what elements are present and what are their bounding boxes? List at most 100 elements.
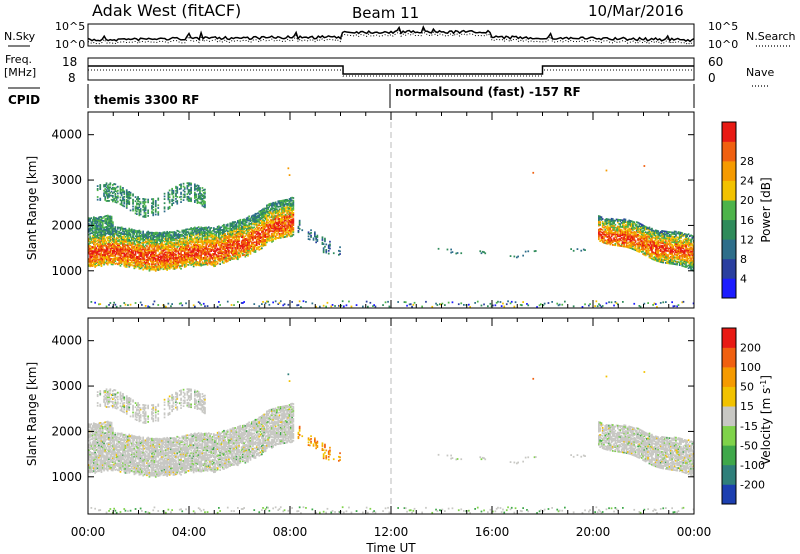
power-cell — [109, 260, 112, 263]
power-cell — [103, 226, 105, 229]
power-cell — [108, 237, 110, 240]
power-cell — [183, 188, 186, 190]
power-cell — [108, 195, 110, 198]
power-cell — [292, 212, 295, 214]
power-cell — [254, 215, 257, 218]
power-cell — [235, 231, 238, 234]
power-cell — [132, 262, 134, 264]
power-cell — [221, 234, 224, 237]
power-cell — [644, 243, 647, 246]
power-cell — [223, 241, 225, 244]
power-cell — [259, 239, 262, 242]
power-cell — [267, 234, 269, 236]
power-cell — [205, 233, 208, 236]
power-cell — [113, 227, 115, 230]
power-cell — [292, 209, 295, 212]
power-cell — [253, 245, 256, 248]
power-cell — [629, 220, 632, 222]
power-cell — [197, 186, 200, 189]
power-cell — [281, 234, 283, 236]
power-cell — [231, 256, 234, 259]
power-cell — [88, 217, 90, 220]
power-cell — [127, 199, 129, 202]
power-cell — [154, 260, 157, 263]
power-cell — [190, 235, 192, 238]
power-cell — [250, 234, 253, 237]
power-cell — [292, 214, 295, 217]
power-cell — [191, 232, 194, 234]
power-cell — [210, 227, 213, 229]
power-cell — [205, 240, 208, 242]
power-cell — [268, 220, 271, 223]
power-cell — [104, 226, 107, 229]
power-cell — [614, 244, 617, 247]
power-cell — [257, 227, 259, 230]
power-cell — [94, 256, 96, 259]
power-cell — [647, 251, 649, 254]
power-cell — [152, 199, 155, 202]
power-cell — [601, 238, 604, 241]
power-cell — [276, 228, 278, 231]
power-cell — [108, 240, 110, 242]
power-cell — [105, 186, 108, 189]
power-cell — [146, 256, 148, 258]
power-cell — [628, 245, 631, 248]
power-cell — [195, 229, 197, 231]
power-cell — [649, 239, 652, 242]
power-cell — [224, 248, 226, 250]
power-cell — [206, 229, 209, 232]
power-cell — [202, 201, 205, 204]
power-cell — [648, 244, 651, 247]
power-cell — [132, 201, 134, 204]
power-cell — [95, 221, 98, 224]
power-cell — [133, 257, 136, 260]
power-cell — [196, 252, 199, 255]
power-cell — [257, 224, 259, 227]
power-cell — [158, 268, 161, 271]
power-cell — [611, 226, 614, 229]
power-cell — [228, 230, 230, 233]
power-cell — [610, 241, 613, 243]
power-cell — [149, 268, 152, 271]
power-cell — [93, 246, 95, 249]
power-cell — [647, 228, 649, 231]
power-cell — [273, 211, 276, 214]
power-cell — [292, 206, 295, 209]
power-cell — [601, 231, 604, 234]
power-cell — [128, 237, 131, 239]
power-cell — [213, 262, 215, 265]
power-cell — [137, 256, 139, 258]
power-cell — [151, 264, 153, 267]
power-cell — [180, 261, 182, 263]
power-cell — [149, 237, 152, 240]
power-cell — [104, 188, 107, 190]
power-cell — [254, 214, 257, 217]
power-cell — [291, 203, 293, 206]
power-cell — [134, 259, 137, 262]
power-cell — [281, 225, 283, 228]
power-cell — [648, 255, 651, 257]
power-cell — [137, 196, 139, 198]
power-cell — [170, 231, 172, 234]
power-cell — [129, 229, 132, 231]
power-cell — [223, 230, 225, 233]
power-cell — [245, 251, 248, 254]
power-cell — [144, 247, 147, 249]
power-cell — [185, 253, 187, 255]
power-cell — [225, 250, 228, 252]
power-cell — [106, 196, 109, 198]
power-cell — [617, 227, 619, 229]
power-cell — [221, 242, 224, 245]
power-cell — [235, 245, 238, 248]
power-cell — [228, 238, 230, 241]
power-cell — [608, 231, 610, 233]
power-cell — [119, 240, 122, 243]
power-cell — [108, 241, 110, 244]
power-cell — [286, 207, 288, 209]
power-cell — [204, 252, 206, 255]
power-cell — [129, 253, 132, 256]
power-cell — [200, 238, 203, 241]
power-cell — [263, 228, 266, 230]
power-cell — [283, 218, 286, 221]
power-cell — [113, 260, 115, 263]
